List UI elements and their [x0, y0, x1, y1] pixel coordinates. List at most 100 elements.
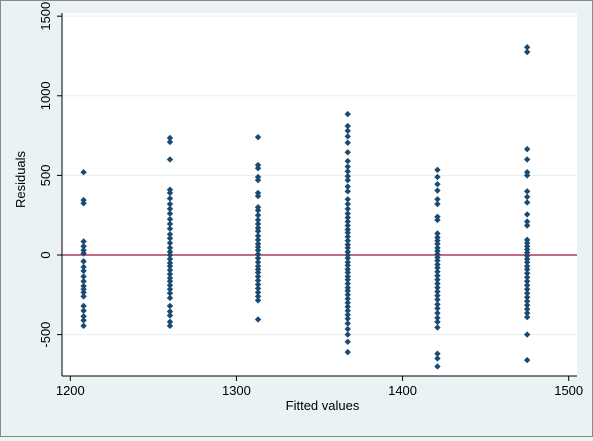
data-point [434, 355, 441, 362]
data-point [344, 269, 351, 276]
data-point [344, 139, 351, 146]
data-point [434, 268, 441, 275]
data-point [344, 320, 351, 327]
data-point [434, 363, 441, 370]
data-point [523, 356, 531, 364]
data-point [344, 244, 351, 252]
data-point [523, 278, 531, 285]
data-point [523, 331, 531, 338]
data-point [434, 296, 441, 303]
data-point [80, 322, 87, 330]
y-tick-label: -500 [38, 322, 53, 348]
data-point [166, 290, 174, 297]
data-point [523, 218, 531, 225]
x-tick-label: 1400 [388, 383, 417, 398]
data-point [523, 274, 531, 281]
data-point [344, 338, 351, 345]
data-point [344, 331, 351, 338]
data-point [80, 302, 87, 310]
data-point [344, 295, 351, 302]
data-point [166, 235, 174, 242]
data-point [166, 138, 174, 146]
data-point [80, 273, 87, 280]
x-tick-label: 1500 [554, 383, 583, 398]
data-point [344, 218, 351, 225]
data-point [344, 291, 351, 299]
data-point [344, 183, 351, 190]
data-point [344, 237, 351, 244]
data-point [344, 196, 351, 203]
data-point [523, 286, 531, 293]
data-point [434, 314, 441, 322]
data-point [254, 211, 262, 219]
data-point [523, 211, 531, 218]
data-point [344, 280, 351, 287]
data-point [80, 258, 87, 265]
data-point [80, 267, 87, 275]
data-point [434, 276, 441, 283]
data-point [523, 156, 531, 163]
data-point [344, 168, 351, 175]
data-point [166, 318, 174, 326]
data-point [523, 188, 531, 195]
data-point [166, 282, 174, 289]
y-axis-label: Residuals [13, 150, 28, 208]
data-point [344, 122, 351, 130]
data-point [434, 280, 441, 287]
y-axis-ticks: -500 0 500 1000 1500 [38, 2, 62, 348]
y-tick-label: 1500 [38, 2, 53, 31]
data-point [434, 240, 441, 248]
data-point [166, 239, 174, 247]
data-point [344, 229, 351, 236]
data-point [523, 199, 531, 206]
data-point [523, 305, 531, 313]
data-point [434, 180, 441, 188]
data-point [523, 301, 531, 309]
data-point [166, 302, 174, 310]
data-point [523, 297, 531, 305]
data-point [523, 172, 531, 179]
data-point [434, 166, 441, 174]
data-point [523, 290, 531, 297]
data-point [166, 286, 174, 293]
data-point [80, 289, 87, 296]
data-point [344, 133, 351, 140]
data-point [80, 250, 87, 257]
data-point [166, 312, 174, 319]
y-tick-label: 0 [38, 251, 53, 258]
y-tick-label: 1000 [38, 81, 53, 110]
data-point [344, 307, 351, 314]
data-point [344, 176, 351, 184]
data-point [344, 205, 351, 213]
data-point [344, 157, 351, 165]
data-point [166, 266, 174, 274]
data-point [344, 325, 351, 333]
data-point [434, 305, 441, 312]
data-point [344, 315, 351, 322]
data-point [344, 233, 351, 240]
data-point [344, 172, 351, 180]
data-point [434, 301, 441, 308]
data-point [344, 262, 351, 269]
data-point [523, 266, 531, 273]
data-point [166, 244, 174, 252]
data-point [434, 272, 441, 279]
data-point [344, 127, 351, 135]
data-point [166, 200, 174, 208]
data-point [523, 258, 531, 266]
data-point [523, 270, 531, 277]
data-point [523, 145, 531, 153]
x-tick-label: 1300 [222, 383, 251, 398]
data-point [166, 294, 174, 302]
data-point [434, 309, 441, 317]
data-point [80, 313, 87, 320]
data-point [434, 318, 441, 326]
data-point [344, 210, 351, 217]
data-point [166, 156, 174, 163]
data-point [80, 169, 87, 176]
data-point [523, 309, 531, 317]
data-point [434, 324, 441, 331]
data-point [166, 134, 174, 142]
data-point [80, 243, 87, 250]
